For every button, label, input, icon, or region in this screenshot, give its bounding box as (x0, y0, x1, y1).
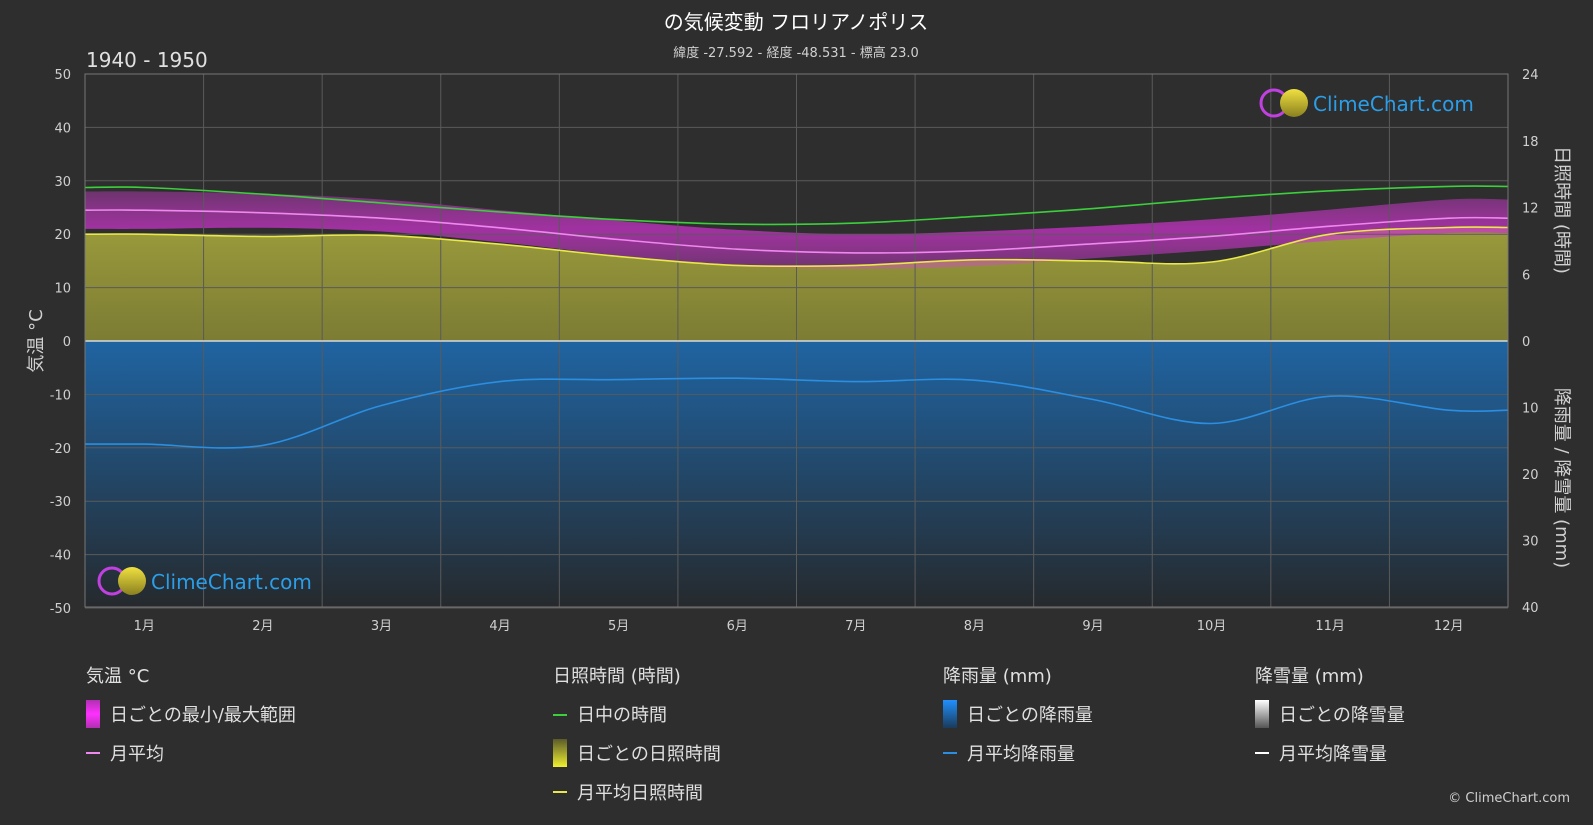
left-tick-label: 0 (63, 335, 71, 350)
legend-temperature: 気温 °C 日ごとの最小/最大範囲 月平均 (86, 666, 296, 765)
right-sunshine-tick-label: 18 (1522, 135, 1539, 150)
month-tick-label: 6月 (727, 619, 748, 634)
legend-swatch-daily-sunshine (553, 739, 567, 767)
right-sunshine-tick-label: 0 (1522, 335, 1530, 350)
grid (85, 73, 1508, 609)
logo-sun-icon (1280, 89, 1308, 117)
legend-heading-snow: 降雪量 (mm) (1255, 666, 1364, 687)
month-tick-label: 10月 (1197, 619, 1227, 634)
month-tick-label: 7月 (845, 619, 866, 634)
legend-snow: 降雪量 (mm) 日ごとの降雪量 月平均降雪量 (1255, 666, 1405, 765)
legend-item-temp-range: 日ごとの最小/最大範囲 (110, 705, 296, 726)
month-tick-label: 1月 (134, 619, 155, 634)
month-tick-label: 3月 (371, 619, 392, 634)
legend-sunshine: 日照時間 (時間) 日中の時間 日ごとの日照時間 月平均日照時間 (553, 666, 721, 804)
period-label: 1940 - 1950 (86, 48, 208, 72)
right-axis-precip-ticks: 10 20 30 40 (1522, 402, 1539, 617)
chart-title: の気候変動 フロリアノポリス (664, 10, 929, 34)
logo-top-right: ClimeChart.com (1259, 88, 1474, 118)
legend-item-sunshine-mean: 月平均日照時間 (577, 783, 703, 804)
month-tick-label: 8月 (964, 619, 985, 634)
left-tick-label: 40 (54, 121, 71, 136)
right-axis-sunshine-label: 日照時間 (時間) (1551, 146, 1572, 274)
right-sunshine-tick-label: 6 (1522, 268, 1530, 283)
left-tick-label: 30 (54, 175, 71, 190)
month-tick-label: 5月 (608, 619, 629, 634)
legend-swatch-temp-range (86, 700, 100, 728)
legend-heading-rain: 降雨量 (mm) (943, 666, 1052, 687)
left-tick-label: -50 (50, 602, 71, 617)
left-axis-label: 気温 °C (26, 309, 47, 372)
left-tick-label: 10 (54, 282, 71, 297)
left-axis-ticks: 50 40 30 20 10 0 -10 -20 -30 -40 -50 (50, 68, 71, 617)
logo-bottom-left: ClimeChart.com (97, 566, 312, 596)
left-tick-label: 20 (54, 228, 71, 243)
plot-area (84, 73, 1509, 609)
legend-item-temp-mean: 月平均 (110, 744, 164, 765)
legend-item-daily-rain: 日ごとの降雨量 (967, 705, 1093, 726)
logo-text: ClimeChart.com (1313, 92, 1474, 116)
daylight-line (84, 185, 1509, 226)
legend-swatch-daily-rain (943, 700, 957, 728)
left-tick-label: -30 (50, 495, 71, 510)
left-tick-label: -10 (50, 388, 71, 403)
right-sunshine-tick-label: 12 (1522, 202, 1539, 217)
left-tick-label: -40 (50, 549, 71, 564)
logo-text: ClimeChart.com (151, 570, 312, 594)
month-tick-label: 11月 (1315, 619, 1345, 634)
legend-heading-sunshine: 日照時間 (時間) (553, 666, 681, 687)
left-tick-label: -20 (50, 442, 71, 457)
right-sunshine-tick-label: 24 (1522, 68, 1539, 83)
legend-item-snow-mean: 月平均降雪量 (1279, 744, 1387, 765)
rainfall-mean-line (84, 377, 1509, 449)
legend-item-daylight: 日中の時間 (577, 705, 667, 726)
legend-heading-temperature: 気温 °C (86, 666, 149, 687)
legend-item-daily-sunshine: 日ごとの日照時間 (577, 744, 721, 765)
right-precip-tick-label: 10 (1522, 402, 1539, 417)
legend-item-daily-snow: 日ごとの降雪量 (1279, 705, 1405, 726)
legend-item-rain-mean: 月平均降雨量 (967, 744, 1075, 765)
legend-rain: 降雨量 (mm) 日ごとの降雨量 月平均降雨量 (943, 666, 1093, 765)
right-precip-tick-label: 30 (1522, 535, 1539, 550)
month-tick-label: 9月 (1082, 619, 1103, 634)
chart-subtitle: 緯度 -27.592 - 経度 -48.531 - 標高 23.0 (673, 45, 919, 61)
month-tick-label: 2月 (252, 619, 273, 634)
month-axis-ticks: 1月 2月 3月 4月 5月 6月 7月 8月 9月 10月 11月 12月 (134, 619, 1464, 634)
left-tick-label: 50 (54, 68, 71, 83)
copyright: © ClimeChart.com (1448, 791, 1570, 806)
right-precip-tick-label: 40 (1522, 601, 1539, 616)
right-axis-precip-label: 降雨量 / 降雪量 (mm) (1551, 388, 1572, 568)
legend-swatch-daily-snow (1255, 700, 1269, 728)
month-tick-label: 4月 (489, 619, 510, 634)
sunshine-mean-line (84, 226, 1509, 268)
month-tick-label: 12月 (1434, 619, 1464, 634)
legend: 気温 °C 日ごとの最小/最大範囲 月平均 日照時間 (時間) 日中の時間 日ご… (86, 666, 1405, 804)
logo-sun-icon (118, 567, 146, 595)
temperature-mean-line (84, 209, 1509, 254)
right-axis-sunshine-ticks: 24 18 12 6 0 (1522, 68, 1539, 350)
right-precip-tick-label: 20 (1522, 468, 1539, 483)
plot-frame (84, 73, 1509, 608)
